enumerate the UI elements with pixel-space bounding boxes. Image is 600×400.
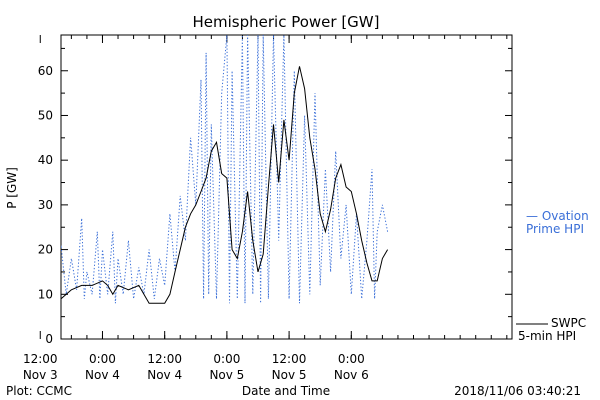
x-tick-date-label: Nov 4 [85, 368, 120, 382]
footer-credit: Plot: CCMC [6, 384, 72, 398]
x-axis-label: Date and Time [242, 384, 330, 398]
x-tick-label: 12:00 [147, 352, 182, 366]
legend-ovation-label-1: — Ovation [526, 209, 589, 223]
y-tick-label: 60 [38, 64, 53, 78]
x-tick-label: 12:00 [23, 352, 58, 366]
x-tick-label: 0:00 [89, 352, 116, 366]
legend-swpc-label-2: 5-min HPI [518, 329, 576, 343]
x-tick-label: 0:00 [213, 352, 240, 366]
x-tick-date-label: Nov 3 [23, 368, 58, 382]
x-tick-date-label: Nov 4 [147, 368, 182, 382]
legend-swpc-label-1: SWPC [551, 316, 586, 330]
ovation-prime-hpi-series [61, 35, 389, 304]
y-tick-label: 10 [38, 287, 53, 301]
y-tick-label: 0 [45, 332, 53, 346]
y-tick-label: 50 [38, 108, 53, 122]
series-layer [61, 35, 389, 304]
x-tick-date-label: Nov 5 [272, 368, 307, 382]
legend-ovation-label-2: Prime HPI [526, 222, 584, 236]
y-axis: 0 10 20 30 40 50 60 [38, 47, 512, 346]
y-tick-label: 40 [38, 153, 53, 167]
x-tick-date-label: Nov 6 [334, 368, 369, 382]
plot-frame [60, 34, 513, 340]
x-axis: 12:00 Nov 3 0:00 Nov 4 12:00 Nov 4 0:00 Nov 5 12… [23, 35, 508, 382]
y-axis-label: P [GW] [5, 167, 19, 209]
y-tick-label: 30 [38, 198, 53, 212]
x-tick-label: 12:00 [272, 352, 307, 366]
x-tick-date-label: Nov 5 [209, 368, 244, 382]
y-tick-label: 20 [38, 243, 53, 257]
x-tick-label: 0:00 [338, 352, 365, 366]
footer-timestamp: 2018/11/06 03:40:21 [454, 384, 581, 398]
swpc-hpi-series [61, 66, 389, 304]
chart-title: Hemispheric Power [GW] [193, 13, 380, 31]
